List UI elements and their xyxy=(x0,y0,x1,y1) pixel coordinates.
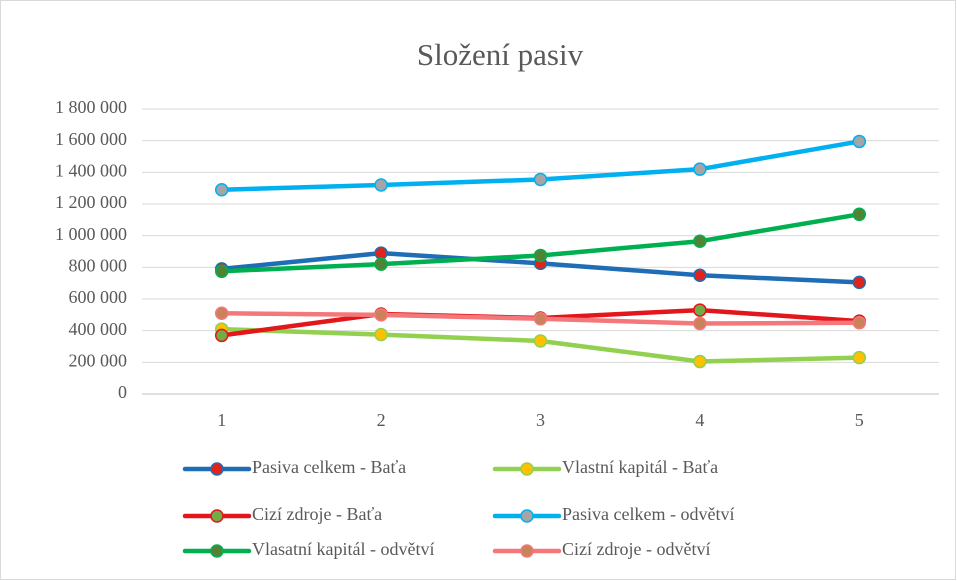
legend-label: Cizí zdroje - odvětví xyxy=(562,539,710,559)
x-tick-label: 4 xyxy=(695,410,704,430)
y-tick-label: 0 xyxy=(118,382,127,402)
legend-label: Pasiva celkem - odvětví xyxy=(562,504,734,524)
data-point xyxy=(852,350,867,365)
data-point xyxy=(852,134,867,149)
y-tick-label: 600 000 xyxy=(69,287,128,307)
data-point xyxy=(693,268,707,282)
legend-label: Pasiva celkem - Baťa xyxy=(252,457,406,477)
data-point xyxy=(533,334,548,348)
x-tick-label: 2 xyxy=(377,410,386,430)
legend-marker xyxy=(210,462,224,476)
legend-marker xyxy=(210,509,224,523)
y-tick-label: 800 000 xyxy=(69,255,128,275)
data-point xyxy=(693,162,707,176)
legend-label: Vlasatní kapitál - odvětví xyxy=(252,539,434,559)
x-tick-label: 5 xyxy=(855,410,864,430)
chart-title: Složení pasiv xyxy=(417,37,584,72)
data-point xyxy=(693,234,707,248)
data-point xyxy=(852,207,867,222)
data-point xyxy=(374,178,388,192)
legend-marker xyxy=(520,509,534,523)
y-tick-label: 1 600 000 xyxy=(55,129,127,149)
data-point xyxy=(374,257,388,271)
x-tick-label: 3 xyxy=(536,410,545,430)
data-point xyxy=(374,308,388,322)
data-point xyxy=(693,303,707,317)
data-point xyxy=(533,248,548,263)
y-tick-label: 1 400 000 xyxy=(55,160,127,180)
data-point xyxy=(374,246,388,260)
data-point xyxy=(693,316,707,331)
legend-label: Vlastní kapitál - Baťa xyxy=(562,457,718,477)
data-point xyxy=(214,183,229,197)
legend-label: Cizí zdroje - Baťa xyxy=(252,504,382,524)
data-point xyxy=(374,327,388,342)
data-point xyxy=(214,328,229,343)
y-tick-label: 1 800 000 xyxy=(55,97,127,117)
legend-marker xyxy=(520,544,534,558)
y-tick-label: 1 000 000 xyxy=(55,224,127,244)
y-tick-label: 400 000 xyxy=(69,319,128,339)
y-tick-label: 1 200 000 xyxy=(55,192,127,212)
legend-marker xyxy=(210,544,224,558)
y-tick-label: 200 000 xyxy=(69,350,128,370)
data-point xyxy=(533,312,548,326)
data-point xyxy=(214,306,229,320)
data-point xyxy=(214,264,229,279)
x-tick-label: 1 xyxy=(217,410,226,430)
legend-marker xyxy=(520,462,534,476)
data-point xyxy=(852,316,867,330)
data-point xyxy=(852,275,867,290)
data-point xyxy=(693,354,707,369)
data-point xyxy=(533,172,548,187)
